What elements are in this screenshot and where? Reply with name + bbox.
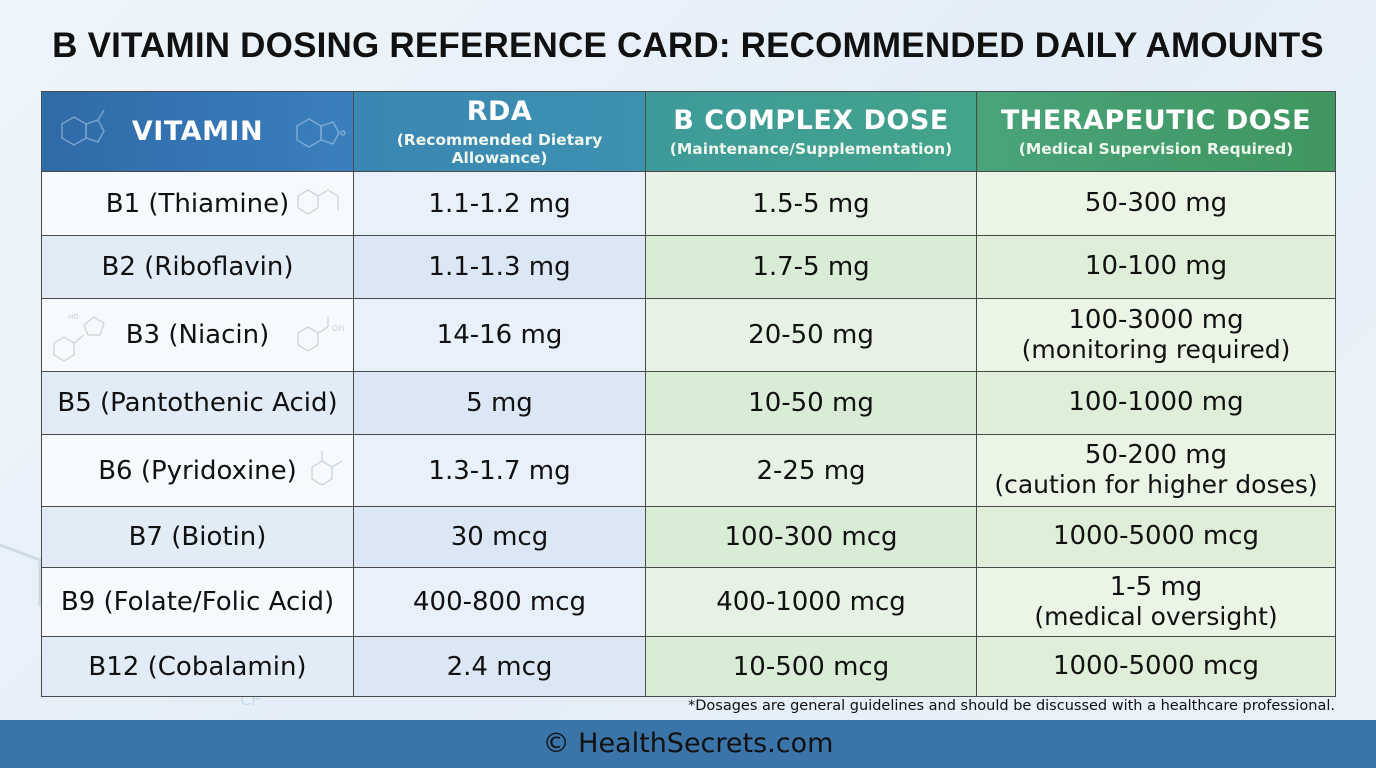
b-complex-cell: 1.5-5 mg xyxy=(645,171,977,236)
b-complex-cell: 1.7-5 mg xyxy=(645,235,977,299)
vitamin-name: B2 (Riboflavin) xyxy=(101,252,294,282)
vitamin-name-cell: B9 (Folate/Folic Acid) xyxy=(41,567,354,637)
b-complex-cell: 10-50 mg xyxy=(645,371,977,435)
therapeutic-note: (monitoring required) xyxy=(1021,334,1291,364)
rda-cell: 14-16 mg xyxy=(353,298,646,372)
disclaimer-footnote: *Dosages are general guidelines and shou… xyxy=(688,698,1335,714)
b-complex-cell: 400-1000 mcg xyxy=(645,567,977,637)
header-main-label: B COMPLEX DOSE xyxy=(673,105,949,136)
therapeutic-value: 10-100 mg xyxy=(1084,251,1228,282)
b-complex-cell: 20-50 mg xyxy=(645,298,977,372)
page-title: B VITAMIN DOSING REFERENCE CARD: RECOMME… xyxy=(52,26,1324,65)
header-rda: RDA (Recommended Dietary Allowance) xyxy=(353,91,646,172)
molecule-icon: HO xyxy=(53,313,105,362)
therapeutic-note: (medical oversight) xyxy=(1034,601,1278,631)
therapeutic-value: 1-5 mg xyxy=(1109,571,1203,602)
table-row: HO B3 (Niacin) OH 14-16 mg 20-50 mg 100-… xyxy=(41,298,1336,372)
header-main-label: THERAPEUTIC DOSE xyxy=(1000,105,1312,136)
vitamin-name-cell: B2 (Riboflavin) xyxy=(41,235,354,299)
vitamin-name-cell: B1 (Thiamine) xyxy=(41,171,354,236)
vitamin-name-cell: B12 (Cobalamin) xyxy=(41,636,354,697)
therapeutic-value: 100-3000 mg xyxy=(1068,304,1244,335)
header-sub-label: (Maintenance/Supplementation) xyxy=(669,140,953,158)
therapeutic-cell: 50-200 mg (caution for higher doses) xyxy=(976,434,1336,507)
vitamin-name: B6 (Pyridoxine) xyxy=(98,455,297,486)
b-complex-cell: 100-300 mcg xyxy=(645,506,977,568)
rda-cell: 1.3-1.7 mg xyxy=(353,434,646,507)
therapeutic-value: 1000-5000 mcg xyxy=(1052,650,1260,681)
molecule-icon: OH xyxy=(297,317,344,352)
vitamin-name: B5 (Pantothenic Acid) xyxy=(57,388,338,418)
therapeutic-value: 50-200 mg xyxy=(1084,440,1228,471)
table-row: B9 (Folate/Folic Acid) 400-800 mcg 400-1… xyxy=(41,567,1336,637)
molecule-icon xyxy=(61,109,105,146)
header-sub-label: (Medical Supervision Required) xyxy=(1018,140,1294,158)
table-header-row: VITAMIN RDA (Recommended Dietary Allowan… xyxy=(41,91,1336,172)
vitamin-name-cell: B5 (Pantothenic Acid) xyxy=(41,371,354,435)
copyright-text: © HealthSecrets.com xyxy=(542,728,834,759)
table-row: B6 (Pyridoxine) 1.3-1.7 mg 2-25 mg 50-20… xyxy=(41,434,1336,507)
molecule-icon xyxy=(297,189,339,215)
vitamin-name-cell: HO B3 (Niacin) OH xyxy=(41,298,354,372)
rda-cell: 1.1-1.3 mg xyxy=(353,235,646,299)
therapeutic-value: 1000-5000 mcg xyxy=(1052,521,1260,552)
therapeutic-cell: 1000-5000 mcg xyxy=(976,636,1336,697)
svg-text:HO: HO xyxy=(68,313,79,321)
rda-cell: 400-800 mcg xyxy=(353,567,646,637)
table-row: B7 (Biotin) 30 mcg 100-300 mcg 1000-5000… xyxy=(41,506,1336,568)
therapeutic-cell: 10-100 mg xyxy=(976,235,1336,299)
rda-cell: 5 mg xyxy=(353,371,646,435)
rda-cell: 30 mcg xyxy=(353,506,646,568)
molecule-icon xyxy=(311,451,343,486)
header-vitamin: VITAMIN xyxy=(41,91,354,172)
table-row: B2 (Riboflavin) 1.1-1.3 mg 1.7-5 mg 10-1… xyxy=(41,235,1336,299)
vitamin-name: B1 (Thiamine) xyxy=(105,188,290,219)
vitamin-name: B7 (Biotin) xyxy=(128,522,267,552)
rda-cell: 1.1-1.2 mg xyxy=(353,171,646,236)
vitamin-name-cell: B6 (Pyridoxine) xyxy=(41,434,354,507)
therapeutic-cell: 100-1000 mg xyxy=(976,371,1336,435)
b-complex-cell: 2-25 mg xyxy=(645,434,977,507)
header-therapeutic-dose: THERAPEUTIC DOSE (Medical Supervision Re… xyxy=(976,91,1336,172)
vitamin-name: B9 (Folate/Folic Acid) xyxy=(60,587,335,617)
table-row: B5 (Pantothenic Acid) 5 mg 10-50 mg 100-… xyxy=(41,371,1336,435)
therapeutic-value: 100-1000 mg xyxy=(1068,387,1244,418)
table-row: B12 (Cobalamin) 2.4 mcg 10-500 mcg 1000-… xyxy=(41,636,1336,697)
therapeutic-cell: 50-300 mg xyxy=(976,171,1336,236)
molecule-icon xyxy=(296,118,346,148)
header-main-label: VITAMIN xyxy=(131,116,264,147)
therapeutic-note: (caution for higher doses) xyxy=(994,470,1318,500)
therapeutic-cell: 1000-5000 mcg xyxy=(976,506,1336,568)
header-b-complex-dose: B COMPLEX DOSE (Maintenance/Supplementat… xyxy=(645,91,977,172)
b-complex-cell: 10-500 mcg xyxy=(645,636,977,697)
header-main-label: RDA xyxy=(466,96,533,127)
vitamin-dosing-table: VITAMIN RDA (Recommended Dietary Allowan… xyxy=(41,91,1336,697)
rda-cell: 2.4 mcg xyxy=(353,636,646,697)
therapeutic-cell: 1-5 mg (medical oversight) xyxy=(976,567,1336,637)
vitamin-name-cell: B7 (Biotin) xyxy=(41,506,354,568)
therapeutic-cell: 100-3000 mg (monitoring required) xyxy=(976,298,1336,372)
vitamin-name: B12 (Cobalamin) xyxy=(88,651,307,682)
svg-text:OH: OH xyxy=(332,324,344,333)
vitamin-name: B3 (Niacin) xyxy=(125,320,270,350)
footer-banner: © HealthSecrets.com xyxy=(0,720,1376,768)
therapeutic-value: 50-300 mg xyxy=(1084,187,1228,218)
header-sub-label: (Recommended Dietary Allowance) xyxy=(396,131,603,167)
table-row: B1 (Thiamine) 1.1-1.2 mg 1.5-5 mg 50-300… xyxy=(41,171,1336,236)
